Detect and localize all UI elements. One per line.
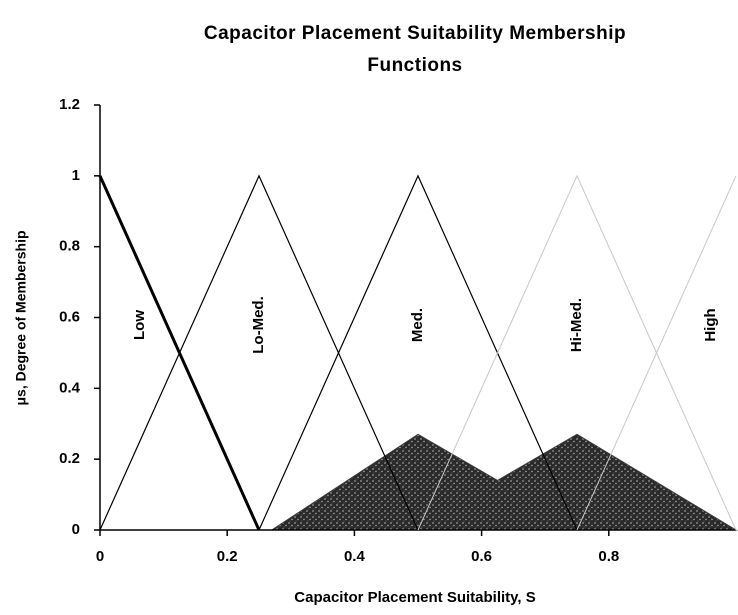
x-tick-label: 0.8 — [598, 548, 619, 565]
y-tick-label: 1 — [72, 167, 80, 184]
series-label: Med. — [409, 308, 426, 342]
y-tick-label: 0.6 — [59, 308, 80, 325]
membership-line — [576, 175, 737, 531]
y-tick-label: 1.2 — [59, 96, 80, 113]
y-axis-label: μs, Degree of Membership — [13, 230, 29, 405]
x-tick-label: 0.6 — [471, 548, 492, 565]
membership-line — [99, 174, 419, 531]
series-label: Low — [131, 310, 148, 340]
y-tick-label: 0.8 — [59, 238, 80, 255]
x-tick-label: 0 — [96, 548, 104, 565]
x-tick-label: 0.4 — [344, 548, 366, 565]
x-tick-label: 0.2 — [217, 548, 238, 565]
chart-title: Capacitor Placement Suitability Membersh… — [203, 23, 627, 76]
series-label: High — [702, 308, 719, 341]
y-tick-label: 0.2 — [59, 450, 80, 467]
membership-line — [417, 174, 737, 531]
membership-line — [258, 174, 578, 531]
y-tick-label: 0.4 — [59, 379, 81, 396]
x-axis-label: Capacitor Placement Suitability, S — [294, 589, 535, 606]
aggregate-area — [270, 433, 738, 531]
y-tick-label: 0 — [72, 521, 80, 538]
series-label: Lo-Med. — [250, 296, 267, 354]
series-label: Hi-Med. — [568, 298, 585, 352]
